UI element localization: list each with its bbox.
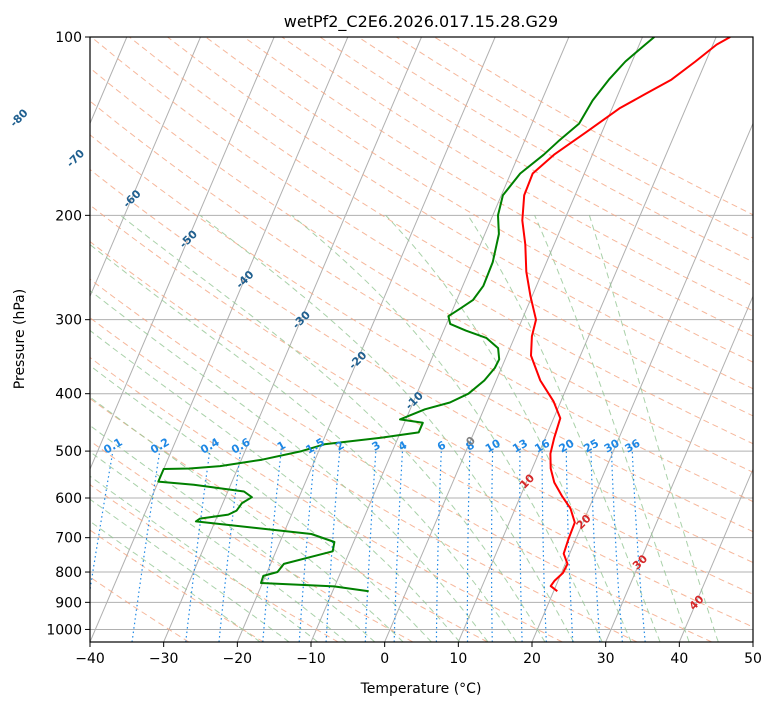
y-tick-label: 800 bbox=[55, 565, 82, 581]
moist-adiabat-line bbox=[385, 214, 632, 642]
dry-adiabat-line bbox=[129, 37, 753, 417]
isotherm-line bbox=[236, 37, 496, 642]
mixing-ratio-line bbox=[90, 450, 114, 594]
moist-adiabat-line bbox=[90, 520, 261, 642]
y-tick-label: 600 bbox=[55, 491, 82, 507]
dry-adiabat-line bbox=[90, 204, 753, 595]
y-tick-label: 200 bbox=[55, 208, 82, 224]
mixing-ratio-line bbox=[325, 451, 341, 642]
isotherm-line bbox=[384, 37, 643, 642]
isotherm-line bbox=[90, 37, 275, 471]
dry-adiabat-line bbox=[243, 37, 753, 337]
isotherm-line bbox=[605, 295, 753, 642]
moist-adiabat-line bbox=[199, 214, 575, 642]
mixing-ratio-line bbox=[364, 451, 377, 642]
isotherm-line bbox=[90, 37, 201, 298]
mixing-ratio-line bbox=[490, 451, 494, 642]
x-tick-label: −20 bbox=[223, 651, 253, 667]
dry-adiabat-line bbox=[90, 134, 753, 533]
dry-adiabat-line bbox=[90, 168, 753, 564]
dry-adiabat-line bbox=[90, 37, 753, 445]
isotherm-line bbox=[457, 37, 717, 642]
dry-adiabat-line bbox=[90, 100, 753, 503]
x-tick-label: −10 bbox=[296, 651, 326, 667]
dry-adiabat-line bbox=[90, 440, 414, 642]
isotherm-line bbox=[163, 37, 422, 642]
moist-adiabat-line bbox=[90, 475, 319, 642]
y-tick-label: 100 bbox=[55, 30, 82, 46]
mixing-ratio-line bbox=[519, 451, 523, 642]
mixing-ratio-line bbox=[218, 451, 242, 642]
y-tick-label: 500 bbox=[55, 444, 82, 460]
x-tick-label: 0 bbox=[380, 651, 389, 667]
x-tick-label: −30 bbox=[149, 651, 179, 667]
chart-title: wetPf2_C2E6.2026.017.15.28.G29 bbox=[284, 12, 558, 32]
dry-adiabat-line bbox=[90, 397, 488, 642]
mixing-ratio-line bbox=[185, 451, 211, 642]
background-lines bbox=[90, 37, 753, 642]
mixing-ratio-line bbox=[131, 451, 161, 642]
y-axis-title: Pressure (hPa) bbox=[12, 289, 28, 389]
mixing-ratio-line bbox=[435, 451, 442, 642]
mixing-ratio-line bbox=[631, 451, 646, 642]
isotherm-line bbox=[90, 37, 349, 642]
x-tick-label: −40 bbox=[75, 651, 105, 667]
y-tick-label: 900 bbox=[55, 595, 82, 611]
mixing-ratio-line bbox=[393, 451, 404, 642]
x-tick-label: 20 bbox=[523, 651, 541, 667]
moist-adiabat-line bbox=[588, 215, 719, 642]
profile-layer bbox=[157, 37, 731, 593]
mixing-ratio-line bbox=[298, 451, 316, 642]
moist-adiabat-line bbox=[90, 396, 404, 642]
isotherm-line bbox=[531, 122, 753, 642]
moist-adiabat-line bbox=[534, 215, 690, 642]
y-tick-label: 700 bbox=[55, 531, 82, 547]
dry-adiabat-line bbox=[90, 241, 753, 628]
temperature-profile-line bbox=[521, 37, 731, 592]
y-tick-label: 300 bbox=[55, 313, 82, 329]
x-tick-label: 40 bbox=[670, 651, 688, 667]
dewpoint-profile-line bbox=[157, 37, 655, 593]
y-tick-label: 1000 bbox=[46, 622, 82, 638]
moist-adiabat-line bbox=[90, 498, 290, 642]
mixing-ratio-line bbox=[466, 451, 471, 642]
moist-adiabat-line bbox=[467, 215, 661, 642]
mixing-ratio-line bbox=[565, 451, 574, 642]
x-tick-label: 30 bbox=[597, 651, 615, 667]
dry-adiabat-line bbox=[90, 278, 712, 642]
mixing-ratio-line bbox=[610, 451, 623, 642]
dry-adiabat-line bbox=[90, 356, 563, 642]
dry-adiabat-line bbox=[281, 37, 753, 312]
moist-adiabat-line bbox=[90, 243, 517, 642]
isotherm-line bbox=[678, 467, 753, 642]
x-tick-label: 10 bbox=[449, 651, 467, 667]
mixing-ratio-line bbox=[590, 451, 601, 642]
mixing-ratio-line bbox=[541, 451, 547, 642]
plot-frame bbox=[89, 36, 754, 643]
moist-adiabat-line bbox=[120, 214, 546, 642]
x-axis-title: Temperature (°C) bbox=[360, 681, 482, 697]
y-tick-label: 400 bbox=[55, 387, 82, 403]
x-tick-label: 50 bbox=[744, 651, 762, 667]
mixing-ratio-line bbox=[262, 451, 282, 642]
moist-adiabat-line bbox=[291, 214, 603, 642]
y-axis: 100 200 300 400 500 600 700 800 900 1000 bbox=[46, 30, 90, 638]
moist-adiabat-line bbox=[90, 451, 347, 642]
dry-adiabat-line bbox=[90, 484, 339, 642]
dry-adiabat-line bbox=[90, 529, 264, 642]
x-axis: −40 −30 −20 −10 0 10 20 30 40 50 bbox=[75, 642, 762, 667]
